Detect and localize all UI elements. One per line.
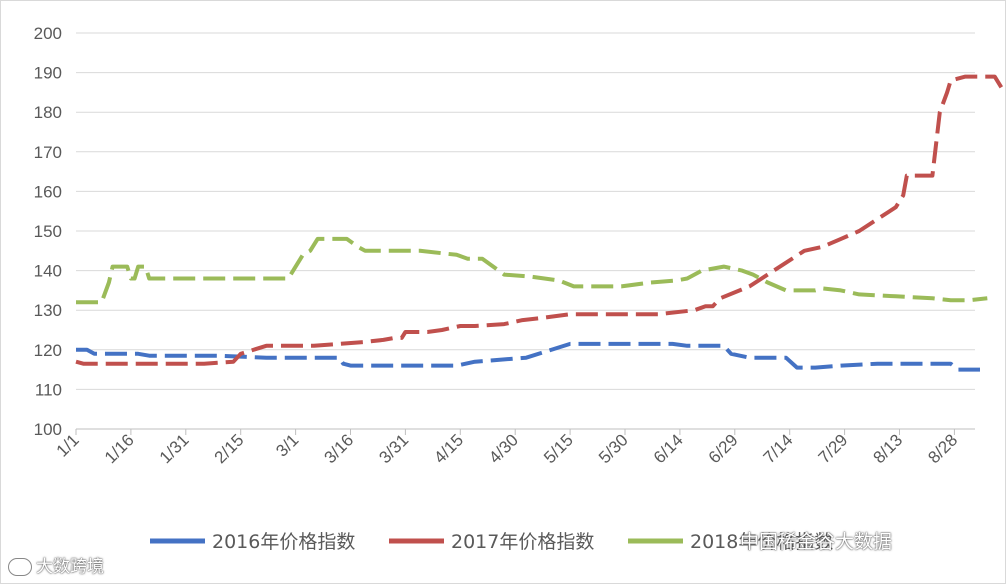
x-tick-label-5: 3/16 [320, 430, 357, 467]
y-tick-label-150: 150 [34, 222, 62, 241]
legend-label-1: 2016年价格指数 [212, 531, 355, 553]
x-tick-label-8: 4/30 [485, 430, 522, 467]
y-tick-label-200: 200 [34, 24, 62, 43]
chart-gridlines [76, 32, 975, 430]
x-tick-label-9: 5/15 [540, 430, 577, 467]
legend-label-3: 2018年价格指数 [690, 531, 833, 553]
x-tick-label-10: 5/30 [595, 430, 632, 467]
x-tick-label-2: 1/31 [156, 430, 193, 467]
y-tick-label-160: 160 [34, 182, 62, 201]
x-tick-label-12: 6/29 [705, 430, 742, 467]
series-line-3 [76, 236, 988, 305]
x-tick-label-13: 7/14 [760, 430, 797, 467]
x-tick-label-7: 4/15 [430, 430, 467, 467]
x-tick-label-3: 2/15 [211, 430, 248, 467]
legend-label-2: 2017年价格指数 [451, 531, 594, 553]
y-axis-ticks: 100 110 120 130 140 150 160 170 180 190 200 [34, 24, 62, 439]
chart-series [75, 74, 1006, 372]
y-tick-label-110: 110 [35, 380, 62, 399]
y-tick-label-190: 190 [34, 64, 62, 83]
y-tick-label-120: 120 [34, 341, 62, 360]
x-axis-ticks: 1/1 1/16 1/31 2/15 3/1 3/16 3/31 4/15 4/30 5/15 5/… [53, 429, 961, 467]
x-tick-label-15: 8/13 [869, 430, 906, 467]
watermark-right-text: 中国稀金谷大数据 [740, 531, 893, 553]
y-tick-label-170: 170 [34, 143, 62, 162]
watermark-right: 中国稀金谷大数据 [740, 527, 892, 554]
watermark-left-text: 大数跨境 [36, 557, 104, 577]
series-line-2 [75, 74, 1006, 366]
x-tick-label-16: 8/28 [924, 430, 961, 467]
x-tick-label-14: 7/29 [815, 430, 852, 467]
x-tick-label-6: 3/31 [375, 430, 412, 467]
watermark-left: 大数跨境 [8, 552, 104, 577]
watermark-logo-icon [8, 558, 32, 576]
x-tick-label-1: 1/16 [101, 430, 138, 467]
y-tick-label-140: 140 [34, 262, 62, 281]
x-tick-label-11: 6/14 [650, 430, 687, 467]
y-tick-label-130: 130 [34, 301, 62, 320]
x-tick-label-4: 3/1 [272, 430, 302, 460]
y-tick-label-100: 100 [34, 420, 62, 439]
chart-legend: 2016年价格指数 2017年价格指数 2018年价格指数 [150, 531, 833, 553]
series-line-1 [76, 341, 980, 372]
y-tick-label-180: 180 [34, 103, 62, 122]
